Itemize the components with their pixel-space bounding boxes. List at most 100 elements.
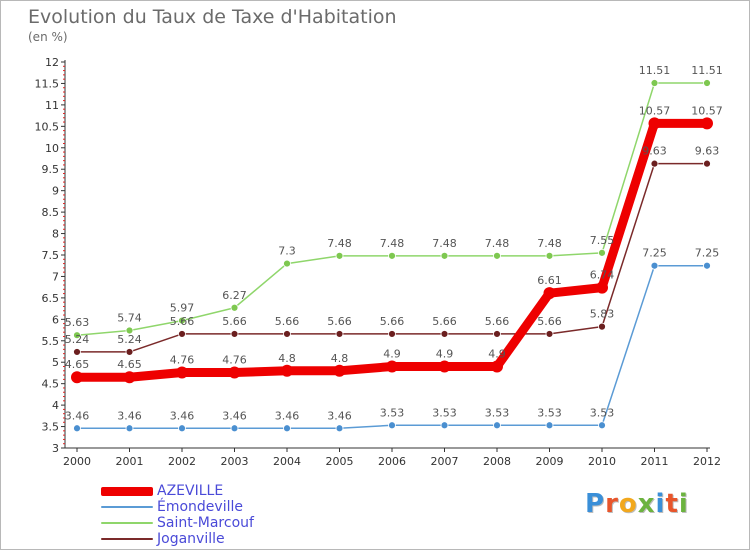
data-label-azeville: 4.8 [278, 352, 296, 365]
data-point-emondeville [73, 424, 81, 433]
data-label-emondeville: 3.53 [485, 406, 510, 419]
legend-swatch-emondeville [101, 506, 153, 508]
y-tick-label: 5.5 [42, 335, 60, 348]
data-label-emondeville: 3.46 [117, 409, 142, 422]
data-label-joganville: 5.66 [380, 315, 405, 328]
data-point-azeville [386, 360, 398, 373]
data-point-saint-marcouf [125, 326, 134, 335]
data-label-emondeville: 3.46 [275, 409, 300, 422]
y-tick-label: 6.5 [42, 292, 60, 305]
data-point-joganville [125, 348, 134, 356]
data-label-azeville: 4.65 [65, 358, 90, 371]
data-label-joganville: 5.66 [485, 315, 510, 328]
x-tick-label: 2001 [116, 455, 144, 468]
x-tick-label: 2003 [221, 455, 249, 468]
x-tick-label: 2010 [588, 455, 616, 468]
data-label-emondeville: 3.46 [170, 409, 195, 422]
data-label-saint-marcouf: 7.48 [380, 237, 405, 250]
logo-letter: i [678, 489, 689, 519]
data-label-saint-marcouf: 7.48 [537, 237, 562, 250]
chart-subtitle: (en %) [28, 30, 68, 44]
x-tick-label: 2008 [483, 455, 511, 468]
y-tick-label: 7.5 [42, 249, 60, 262]
data-label-emondeville: 3.46 [65, 409, 90, 422]
data-label-saint-marcouf: 11.51 [691, 64, 723, 77]
y-tick-label: 4.5 [42, 378, 60, 391]
y-tick-label: 3 [52, 442, 59, 455]
y-tick-label: 8.5 [42, 206, 60, 219]
data-point-joganville [283, 330, 291, 338]
legend-swatch-saint-marcouf [101, 522, 153, 524]
logo-letter: r [605, 489, 619, 519]
x-tick-label: 2006 [378, 455, 406, 468]
y-tick-label: 11.5 [35, 77, 60, 90]
data-label-saint-marcouf: 5.74 [117, 311, 142, 324]
legend-swatch-azeville [101, 486, 153, 496]
data-label-azeville: 4.76 [170, 354, 195, 367]
data-point-azeville [648, 117, 661, 130]
data-point-joganville [73, 348, 81, 356]
data-point-joganville [545, 330, 554, 338]
y-tick-label: 6 [52, 313, 59, 326]
data-point-saint-marcouf [650, 79, 659, 87]
data-point-saint-marcouf [545, 251, 554, 260]
data-point-saint-marcouf [493, 251, 501, 260]
data-label-saint-marcouf: 6.27 [222, 289, 247, 302]
data-label-saint-marcouf: 5.97 [170, 302, 195, 315]
data-point-saint-marcouf [178, 316, 186, 325]
data-label-saint-marcouf: 11.51 [639, 64, 671, 77]
data-label-azeville: 4.8 [331, 352, 349, 365]
legend-label-azeville: AZEVILLE [157, 483, 224, 499]
data-label-joganville: 5.24 [65, 333, 90, 346]
y-tick-label: 5 [52, 356, 59, 369]
data-label-saint-marcouf: 7.3 [278, 245, 296, 258]
data-point-saint-marcouf [335, 251, 344, 260]
data-point-joganville [178, 330, 186, 338]
data-label-joganville: 5.66 [170, 315, 195, 328]
data-label-emondeville: 7.25 [642, 247, 667, 260]
data-point-emondeville [178, 424, 186, 433]
data-label-azeville: 4.9 [488, 348, 506, 361]
proxiti-logo: Proxiti [585, 489, 689, 519]
data-label-emondeville: 3.53 [537, 406, 562, 419]
y-tick-label: 3.5 [42, 421, 60, 434]
data-point-saint-marcouf [73, 331, 81, 340]
data-label-saint-marcouf: 7.48 [485, 237, 510, 250]
data-point-azeville [438, 360, 451, 373]
data-label-emondeville: 3.53 [432, 406, 457, 419]
y-tick-label: 10 [45, 142, 59, 155]
data-point-joganville [440, 330, 449, 338]
data-point-azeville [228, 366, 241, 379]
data-label-joganville: 5.66 [275, 315, 300, 328]
y-tick-label: 12 [45, 56, 59, 69]
data-point-emondeville [650, 261, 659, 270]
data-point-joganville [703, 159, 711, 168]
data-point-joganville [493, 330, 501, 338]
data-label-azeville: 6.74 [590, 269, 615, 282]
data-point-azeville [176, 366, 188, 379]
data-label-joganville: 5.66 [222, 315, 247, 328]
data-point-azeville [123, 371, 136, 384]
data-label-emondeville: 3.46 [327, 409, 352, 422]
data-point-azeville [333, 364, 346, 377]
y-tick-label: 11 [45, 99, 59, 112]
legend-label-saint-marcouf: Saint-Marcouf [157, 515, 254, 531]
data-label-azeville: 10.57 [691, 104, 723, 117]
data-label-joganville: 5.24 [117, 333, 142, 346]
data-point-saint-marcouf [388, 251, 396, 260]
legend-label-joganville: Joganville [157, 531, 225, 547]
data-point-azeville [596, 281, 608, 294]
data-label-azeville: 4.76 [222, 354, 247, 367]
y-tick-label: 4 [52, 399, 59, 412]
data-label-joganville: 5.66 [327, 315, 352, 328]
x-tick-label: 2009 [536, 455, 564, 468]
x-tick-label: 2012 [693, 455, 721, 468]
x-tick-label: 2002 [168, 455, 196, 468]
data-point-azeville [543, 287, 556, 300]
data-point-joganville [335, 330, 344, 338]
data-point-emondeville [125, 424, 134, 433]
data-point-azeville [701, 117, 713, 130]
y-tick-label: 9.5 [42, 163, 60, 176]
